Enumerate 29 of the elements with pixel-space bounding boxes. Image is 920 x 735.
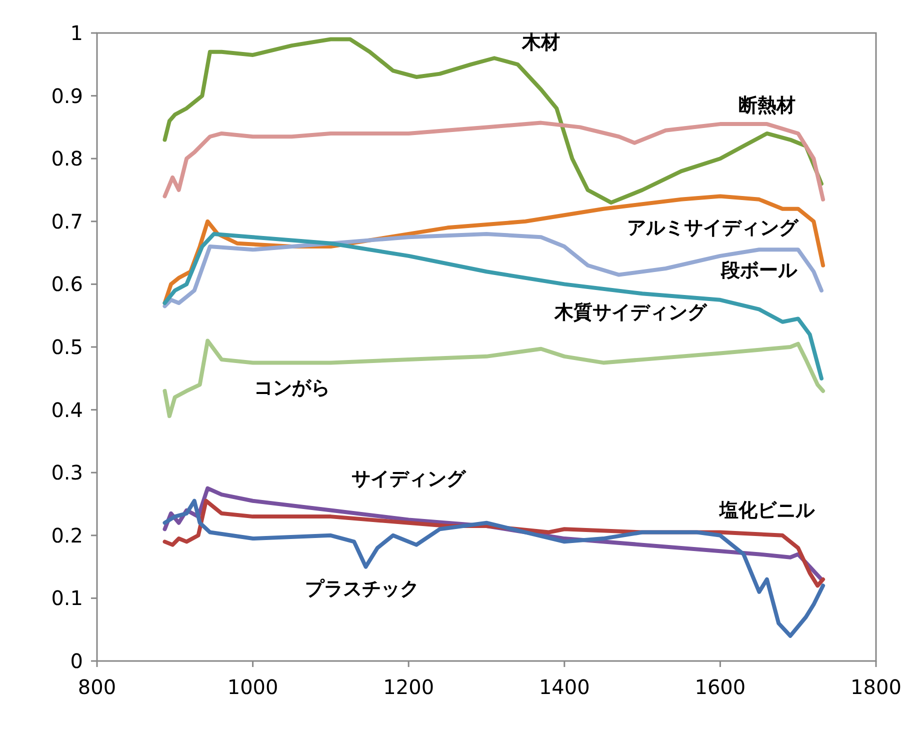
series-label: コンがら <box>254 377 330 400</box>
x-tick-label: 1200 <box>383 675 434 699</box>
y-tick-label: 0 <box>70 649 83 673</box>
series-label: 木質サイディング <box>554 302 708 324</box>
series-label: 木材 <box>521 32 560 54</box>
line-series <box>162 498 826 638</box>
x-tick-label: 1400 <box>538 675 590 699</box>
y-tick-label: 0.2 <box>51 523 83 548</box>
series-label: 段ボール <box>720 260 798 282</box>
y-tick-label: 0.4 <box>51 398 83 422</box>
y-tick-label: 1 <box>70 21 83 45</box>
y-tick-label: 0.7 <box>51 209 83 234</box>
series-label: プラスチック <box>304 578 419 600</box>
series-label: サイディング <box>352 468 467 490</box>
x-tick-label: 800 <box>78 675 116 699</box>
series-label: 塩化ビニル <box>718 500 816 522</box>
series-label: 断熱材 <box>738 94 796 116</box>
x-tick-label: 1800 <box>850 675 902 699</box>
line-series <box>162 120 826 202</box>
y-tick-label: 0.3 <box>51 460 83 485</box>
y-tick-label: 0.6 <box>51 272 83 296</box>
x-tick-label: 1000 <box>227 675 278 699</box>
y-tick-label: 0.9 <box>51 84 83 108</box>
series-label: アルミサイディング <box>626 216 799 239</box>
y-tick-label: 0.5 <box>51 335 83 359</box>
x-tick-label: 1600 <box>694 675 746 699</box>
line-series <box>162 338 826 418</box>
y-tick-label: 0.1 <box>51 586 83 610</box>
y-tick-label: 0.8 <box>51 146 83 171</box>
